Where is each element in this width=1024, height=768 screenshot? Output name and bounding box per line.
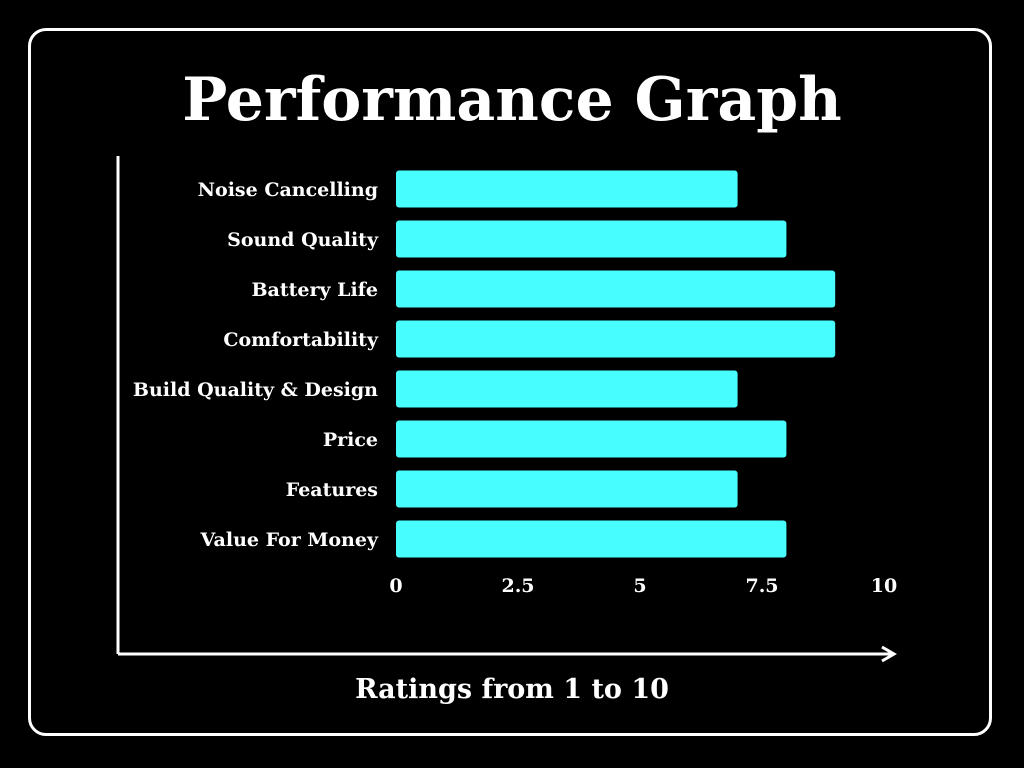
x-tick-label: 0 bbox=[389, 575, 402, 597]
category-label: Price bbox=[323, 429, 378, 451]
chart-frame bbox=[28, 28, 992, 736]
x-tick-label: 5 bbox=[633, 575, 646, 597]
bar-2 bbox=[396, 270, 836, 308]
bar-6 bbox=[396, 470, 738, 508]
category-label: Sound Quality bbox=[227, 229, 379, 251]
x-tick-label: 7.5 bbox=[745, 575, 778, 597]
category-label: Value For Money bbox=[200, 529, 379, 551]
bar-3 bbox=[396, 320, 836, 358]
category-label: Battery Life bbox=[251, 279, 378, 301]
bar-1 bbox=[396, 220, 787, 258]
category-label: Build Quality & Design bbox=[133, 379, 378, 401]
bar-7 bbox=[396, 520, 787, 558]
chart-title: Performance Graph bbox=[182, 65, 842, 135]
x-tick-label: 10 bbox=[871, 575, 897, 597]
bar-0 bbox=[396, 170, 738, 208]
category-label: Features bbox=[286, 479, 378, 501]
bar-5 bbox=[396, 420, 787, 458]
x-tick-label: 2.5 bbox=[501, 575, 534, 597]
x-axis-arrow-icon bbox=[881, 645, 897, 663]
bar-4 bbox=[396, 370, 738, 408]
category-label: Noise Cancelling bbox=[198, 179, 378, 201]
x-axis-title: Ratings from 1 to 10 bbox=[355, 674, 669, 705]
category-label: Comfortability bbox=[223, 329, 379, 351]
